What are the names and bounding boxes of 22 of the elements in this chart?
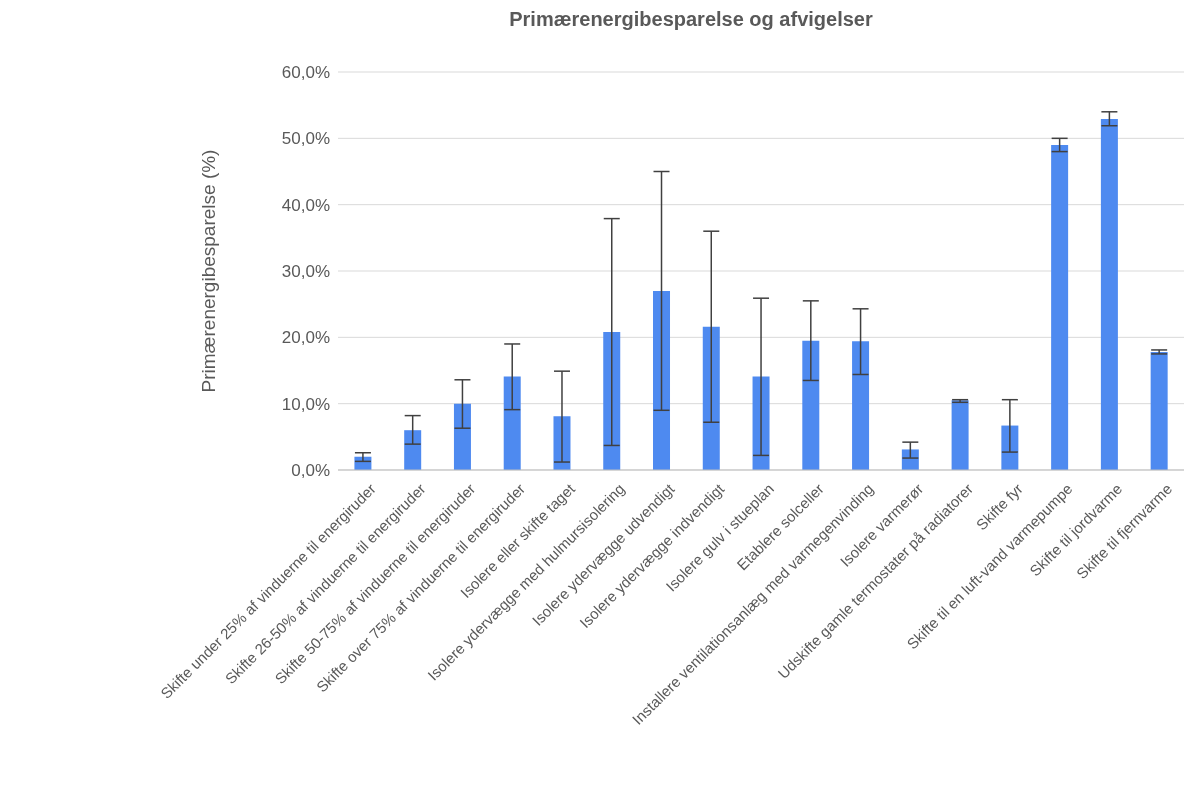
y-tick-label: 30,0%	[281, 262, 330, 282]
bar	[603, 332, 621, 470]
chart-title: Primærenergibesparelse og afvigelser	[508, 8, 874, 32]
bar	[503, 376, 521, 470]
bar	[1150, 351, 1168, 470]
bar	[852, 341, 870, 470]
y-axis-title: Primærenergibesparelse (%)	[197, 149, 219, 393]
y-tick-label: 20,0%	[281, 328, 330, 348]
bar	[951, 400, 969, 470]
bar	[752, 376, 770, 470]
bar	[802, 340, 820, 470]
bar	[702, 326, 720, 470]
bar	[1100, 119, 1118, 470]
bar	[404, 430, 422, 470]
bar	[653, 290, 671, 470]
y-tick-label: 0,0%	[291, 461, 330, 481]
bar	[1051, 144, 1069, 470]
y-tick-label: 10,0%	[281, 394, 330, 414]
y-tick-label: 50,0%	[281, 129, 330, 149]
y-tick-label: 40,0%	[281, 195, 330, 215]
y-tick-label: 60,0%	[281, 63, 330, 83]
bar	[453, 403, 471, 470]
